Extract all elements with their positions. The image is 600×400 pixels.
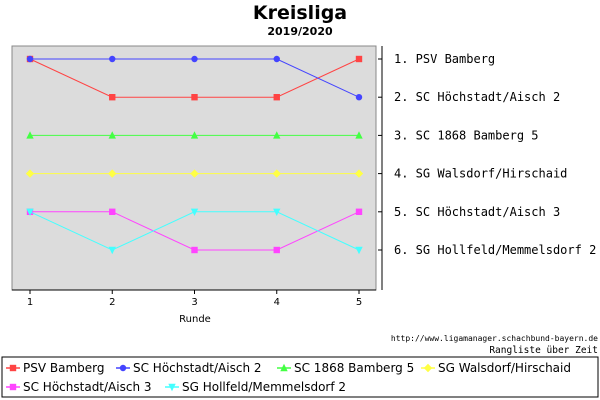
legend-item: SG Hollfeld/Memmelsdorf 2 bbox=[165, 380, 346, 394]
series-2 bbox=[26, 55, 363, 101]
data-point bbox=[108, 246, 116, 255]
data-point bbox=[191, 246, 198, 254]
data-point bbox=[190, 131, 199, 139]
data-point bbox=[273, 94, 280, 101]
legend-marker bbox=[168, 383, 176, 392]
legend-label: PSV Bamberg bbox=[23, 361, 105, 375]
legend-item: PSV Bamberg bbox=[6, 361, 105, 375]
data-point bbox=[273, 208, 281, 216]
data-point bbox=[273, 246, 280, 254]
data-point bbox=[190, 208, 199, 216]
data-point bbox=[355, 55, 363, 63]
data-point bbox=[273, 131, 281, 139]
legend-box bbox=[1, 356, 599, 398]
legend-marker bbox=[9, 383, 17, 391]
data-point bbox=[108, 169, 117, 178]
rank-label: 4. SG Walsdorf/Hirschaid bbox=[394, 167, 567, 181]
x-tick-label: 1 bbox=[27, 297, 33, 308]
data-point bbox=[26, 208, 34, 216]
rank-label: 1. PSV Bamberg bbox=[394, 52, 495, 66]
series-layer bbox=[25, 55, 364, 255]
rank-axis: 1. PSV Bamberg 2. SC Höchstadt/Aisch 2 3. … bbox=[378, 46, 596, 290]
chart-note: Rangliste über Zeit bbox=[489, 345, 598, 356]
chart-subtitle: 2019/2020 bbox=[267, 25, 333, 38]
legend-label: SC Höchstadt/Aisch 3 bbox=[23, 380, 152, 394]
series-3 bbox=[26, 131, 363, 139]
chart-title: Kreisliga bbox=[253, 2, 347, 24]
x-axis: 1 2 3 4 5 bbox=[12, 289, 376, 308]
legend-marker bbox=[280, 363, 288, 372]
series-4 bbox=[25, 169, 364, 178]
rank-label: 6. SG Hollfeld/Memmelsdorf 2 bbox=[394, 243, 596, 257]
legend-item: SC 1868 Bamberg 5 bbox=[277, 361, 414, 375]
legend-item: SC Höchstadt/Aisch 3 bbox=[6, 380, 152, 394]
rank-label: 5. SC Höchstadt/Aisch 3 bbox=[394, 205, 560, 219]
data-point bbox=[355, 94, 363, 101]
plot-area bbox=[11, 45, 377, 291]
x-tick-label: 4 bbox=[274, 297, 280, 308]
rank-label: 3. SC 1868 Bamberg 5 bbox=[394, 128, 539, 142]
rank-label: 2. SC Höchstadt/Aisch 2 bbox=[394, 90, 560, 104]
legend-label: SG Hollfeld/Memmelsdorf 2 bbox=[182, 380, 346, 394]
legend-marker bbox=[423, 363, 433, 373]
data-point bbox=[355, 246, 363, 255]
legend: PSV Bamberg SC Höchstadt/Aisch 2 SC 1868 B… bbox=[6, 361, 571, 394]
data-point bbox=[109, 55, 116, 63]
data-point bbox=[26, 55, 34, 63]
data-point bbox=[355, 131, 363, 139]
legend-item: SC Höchstadt/Aisch 2 bbox=[116, 361, 262, 375]
x-tick-label: 3 bbox=[191, 297, 197, 308]
source-url: http://www.ligamanager.schachbund-bayern… bbox=[391, 334, 598, 343]
data-point bbox=[272, 169, 281, 178]
x-tick-label: 2 bbox=[109, 297, 115, 308]
legend-label: SC Höchstadt/Aisch 2 bbox=[133, 361, 262, 375]
data-point bbox=[109, 94, 116, 101]
data-point bbox=[109, 208, 116, 215]
data-point bbox=[108, 131, 116, 139]
legend-label: SC 1868 Bamberg 5 bbox=[294, 361, 414, 375]
data-point bbox=[355, 208, 363, 215]
series-6 bbox=[26, 208, 363, 255]
data-point bbox=[354, 169, 364, 178]
x-tick-label: 5 bbox=[356, 297, 362, 308]
data-point bbox=[191, 94, 198, 101]
legend-item: SG Walsdorf/Hirschaid bbox=[421, 361, 571, 375]
legend-label: SG Walsdorf/Hirschaid bbox=[438, 361, 571, 375]
data-point bbox=[26, 131, 34, 139]
legend-marker bbox=[9, 364, 17, 372]
x-axis-label: Runde bbox=[179, 314, 211, 325]
data-point bbox=[190, 169, 199, 178]
legend-marker bbox=[119, 364, 127, 372]
data-point bbox=[273, 55, 280, 63]
data-point bbox=[191, 55, 198, 63]
data-point bbox=[25, 169, 35, 178]
